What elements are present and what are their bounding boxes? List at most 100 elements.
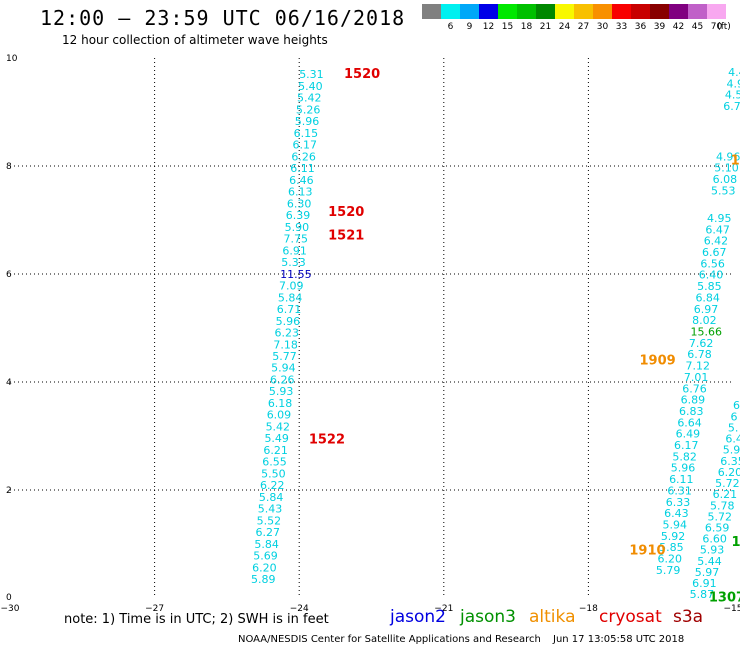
- x-tick-label: −27: [145, 604, 164, 614]
- wave-height-value: 6.89: [681, 394, 706, 407]
- wave-height-value: 6.15: [294, 127, 319, 140]
- wave-height-value: 5.92: [661, 530, 686, 543]
- wave-height-value: 6.91: [282, 244, 307, 257]
- wave-height-value: 6.91: [692, 577, 717, 590]
- satellite-cryosat: cryosat: [599, 607, 662, 627]
- wave-height-value: 6.76: [682, 382, 707, 395]
- wave-height-value: 6.23: [275, 327, 300, 340]
- wave-height-value: 5.90: [285, 221, 310, 234]
- wave-height-value: 4.98: [727, 77, 740, 90]
- y-tick-label: 6: [6, 270, 12, 280]
- credit-line: NOAA/NESDIS Center for Satellite Applica…: [238, 634, 541, 645]
- wave-height-value: 4.49: [728, 66, 740, 79]
- wave-height-value: 5.94: [662, 519, 687, 532]
- wave-height-value: 5.89: [251, 573, 276, 586]
- wave-height-value: 5.96: [295, 115, 320, 128]
- wave-height-value: 6.64: [677, 416, 702, 429]
- wave-height-value: 6.08: [713, 173, 738, 186]
- y-tick-label: 0: [6, 593, 12, 603]
- pass-time-label: 1: [732, 535, 740, 550]
- wave-height-value: 6.47: [705, 223, 730, 236]
- wave-height-value: 4.95: [707, 212, 732, 225]
- wave-height-value: 5.26: [296, 103, 321, 116]
- satellite-jason2: jason2: [390, 607, 446, 627]
- legend-label: 21: [539, 22, 552, 32]
- pass-time-label: 1909: [639, 353, 675, 368]
- wave-height-value: 6.22: [260, 479, 285, 492]
- wave-height-value: 5.87: [690, 588, 715, 601]
- wave-height-value: 5.72: [715, 477, 740, 490]
- wave-height-value: 5.33: [281, 256, 306, 269]
- wave-height-value: 6.21: [713, 488, 738, 501]
- wave-height-value: 5.96: [276, 315, 301, 328]
- legend-swatch: [707, 4, 726, 19]
- wave-height-value: 6.35: [720, 455, 740, 468]
- wave-height-value: 6.20: [252, 561, 276, 574]
- satellite-s3a: s3a: [673, 607, 704, 627]
- chart-title: 12:00 – 23:59 UTC 06/16/2018: [40, 6, 406, 30]
- legend-label: 39: [653, 22, 666, 32]
- wave-height-value: 6.30: [287, 197, 312, 210]
- wave-height-value: 5.10: [714, 162, 739, 175]
- wave-height-value: 15.66: [691, 325, 723, 338]
- wave-height-value: 8.02: [692, 314, 717, 327]
- legend-label: 15: [501, 22, 514, 32]
- y-tick-label: 8: [6, 162, 12, 172]
- wave-height-value: 7.09: [279, 280, 304, 293]
- legend-swatch: [650, 4, 669, 19]
- legend-label: 6: [447, 22, 454, 32]
- pass-time-label: 1520: [344, 67, 380, 82]
- legend-label: 24: [558, 22, 571, 32]
- legend-swatch: [574, 4, 593, 19]
- pass-time-label: 1307: [709, 590, 740, 605]
- wave-height-value: 6.56: [700, 257, 725, 270]
- legend-swatch: [460, 4, 479, 19]
- wave-height-value: 6.17: [292, 139, 317, 152]
- wave-height-value: 4.96: [716, 150, 740, 163]
- legend-swatch: [498, 4, 517, 19]
- legend-swatch: [631, 4, 650, 19]
- wave-height-value: 5.: [728, 421, 739, 434]
- wave-height-value: 5.43: [258, 503, 283, 516]
- pass-time-label: 1520: [328, 205, 364, 220]
- wave-height-value: 6.27: [255, 526, 279, 539]
- chart-subtitle: 12 hour collection of altimeter wave hei…: [62, 33, 328, 47]
- wave-height-value: 6.20: [658, 553, 683, 566]
- legend-label: 42: [672, 22, 685, 32]
- footer-note: note: 1) Time is in UTC; 2) SWH is in fe…: [64, 612, 329, 627]
- wave-height-value: 7.01: [684, 371, 709, 384]
- wave-height-value: 6.11: [669, 473, 694, 486]
- legend-swatch: [593, 4, 612, 19]
- legend-label: 33: [615, 22, 628, 32]
- wave-height-value: 6.09: [267, 409, 292, 422]
- wave-height-value: 6.83: [679, 405, 704, 418]
- wave-height-value: 5.96: [671, 462, 696, 475]
- legend-swatch: [479, 4, 498, 19]
- wave-height-value: 5.40: [298, 80, 323, 93]
- wave-height-value: 5.85: [697, 280, 722, 293]
- timestamp: Jun 17 13:05:58 UTC 2018: [553, 634, 685, 645]
- legend-label: 45: [691, 22, 704, 32]
- wave-height-value: 5.84: [259, 491, 284, 504]
- wave-height-value: 5.78: [710, 499, 735, 512]
- pass-time-label: 1910: [629, 543, 665, 558]
- legend-label: 27: [577, 22, 590, 32]
- wave-height-value: 7.75: [284, 233, 309, 246]
- y-tick-label: 2: [6, 486, 12, 496]
- wave-height-value: 5.79: [656, 564, 681, 577]
- wave-height-value: 6.49: [676, 428, 701, 441]
- wave-height-value: 6.42: [704, 235, 729, 248]
- pass-time-label: 1521: [328, 229, 364, 244]
- wave-height-value: 6: [730, 410, 737, 423]
- wave-height-value: 5.50: [261, 467, 286, 480]
- wave-height-value: 6.39: [286, 209, 311, 222]
- legend-swatch: [441, 4, 460, 19]
- wave-height-value: 6.77: [723, 100, 740, 113]
- legend-swatch: [688, 4, 707, 19]
- wave-height-value: 5.69: [253, 550, 278, 563]
- wave-height-value: 4.55: [725, 89, 740, 102]
- y-tick-label: 10: [6, 54, 18, 64]
- wave-height-value: 6.33: [666, 496, 691, 509]
- wave-height-value: 7.12: [686, 360, 711, 373]
